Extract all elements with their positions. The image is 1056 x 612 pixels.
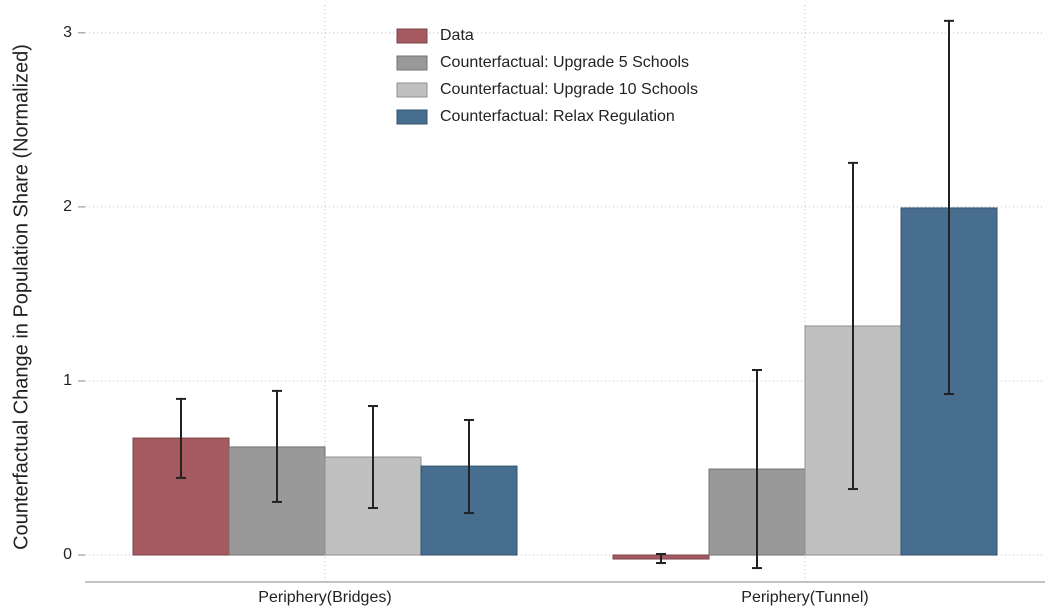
legend-swatch	[396, 82, 428, 98]
y-axis-label: Counterfactual Change in Population Shar…	[10, 44, 32, 550]
legend-swatch	[396, 28, 428, 44]
y-tick-label: 0	[63, 546, 72, 563]
legend-swatch	[396, 55, 428, 71]
legend-label: Counterfactual: Upgrade 5 Schools	[440, 54, 689, 71]
legend-swatch	[396, 109, 428, 125]
legend-label: Counterfactual: Upgrade 10 Schools	[440, 81, 698, 98]
x-tick-label: Periphery(Bridges)	[258, 589, 391, 606]
y-tick-label: 2	[63, 198, 72, 215]
legend-label: Data	[440, 27, 474, 44]
x-tick-label: Periphery(Tunnel)	[741, 589, 868, 606]
y-tick-label: 3	[63, 24, 72, 41]
y-tick-label: 1	[63, 372, 72, 389]
legend-label: Counterfactual: Relax Regulation	[440, 108, 675, 125]
